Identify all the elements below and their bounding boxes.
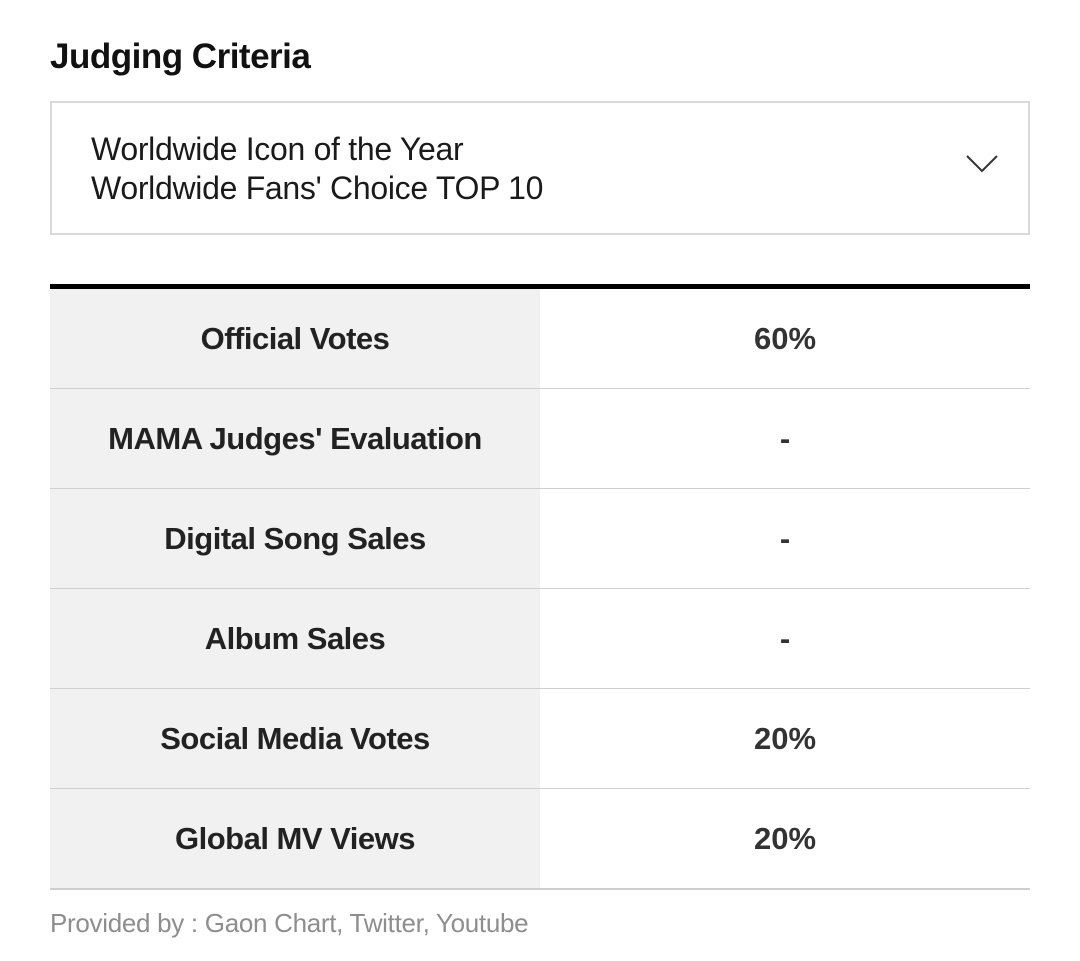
criteria-value: 60% bbox=[753, 320, 817, 356]
table-row: Global MV Views 20% bbox=[50, 789, 1030, 890]
table-row: Social Media Votes 20% bbox=[50, 689, 1030, 789]
table-row: MAMA Judges' Evaluation - bbox=[50, 389, 1030, 489]
criteria-label: Global MV Views bbox=[50, 789, 540, 888]
criteria-label: Social Media Votes bbox=[50, 689, 540, 788]
criteria-label: Digital Song Sales bbox=[50, 489, 540, 588]
criteria-value: - bbox=[779, 620, 791, 656]
table-row: Digital Song Sales - bbox=[50, 489, 1030, 589]
table-row: Album Sales - bbox=[50, 589, 1030, 689]
criteria-value: 20% bbox=[753, 820, 817, 856]
criteria-value: - bbox=[779, 420, 791, 456]
criteria-value: 20% bbox=[753, 720, 817, 756]
category-dropdown[interactable]: Worldwide Icon of the Year Worldwide Fan… bbox=[50, 101, 1030, 235]
category-dropdown-value: Worldwide Icon of the Year Worldwide Fan… bbox=[91, 130, 543, 208]
criteria-label: Album Sales bbox=[50, 589, 540, 688]
criteria-label: MAMA Judges' Evaluation bbox=[50, 389, 540, 488]
chevron-down-icon[interactable] bbox=[966, 155, 998, 173]
category-dropdown-line-2: Worldwide Fans' Choice TOP 10 bbox=[91, 170, 544, 206]
table-row: Official Votes 60% bbox=[50, 289, 1030, 389]
criteria-table: Official Votes 60% MAMA Judges' Evaluati… bbox=[50, 284, 1030, 890]
source-note: Provided by : Gaon Chart, Twitter, Youtu… bbox=[50, 908, 529, 938]
page-title: Judging Criteria bbox=[50, 37, 311, 76]
criteria-label: Official Votes bbox=[50, 289, 540, 388]
criteria-value: - bbox=[779, 520, 791, 556]
category-dropdown-line-1: Worldwide Icon of the Year bbox=[91, 131, 464, 167]
